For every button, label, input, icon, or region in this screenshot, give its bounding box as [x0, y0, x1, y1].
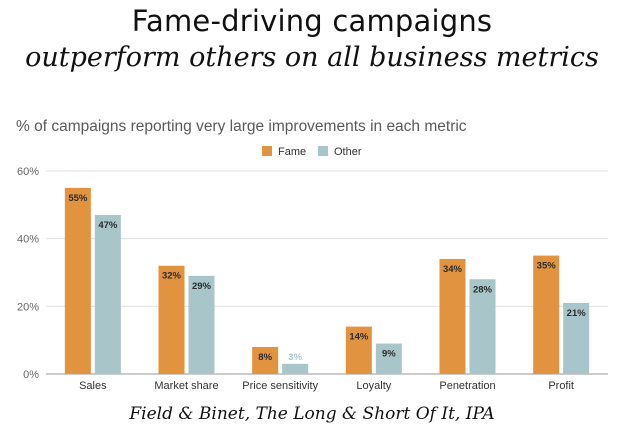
data-label: 8%: [258, 352, 272, 363]
y-axis: 0% 20% 40% 60%: [17, 166, 39, 381]
legend-label-fame: Fame: [278, 146, 306, 158]
chart-subtitle: % of campaigns reporting very large impr…: [16, 118, 467, 135]
bar-other: [375, 343, 402, 374]
legend: Fame Other: [262, 146, 362, 158]
bar-other: [282, 363, 309, 374]
data-label: 9%: [382, 349, 396, 360]
gridlines: [46, 170, 608, 375]
data-label: 28%: [473, 284, 493, 295]
x-tick-label: Profit: [548, 380, 574, 392]
legend-swatch-fame: [262, 146, 272, 156]
data-label: 14%: [349, 332, 369, 343]
x-tick-label: Sales: [79, 380, 107, 392]
data-label: 3%: [288, 352, 302, 363]
data-label: 47%: [98, 220, 118, 231]
y-tick-label: 0%: [23, 369, 39, 381]
bar-fame: [158, 265, 185, 374]
x-axis: Sales Market share Price sensitivity Loyalt…: [79, 380, 574, 392]
bar-fame: [533, 255, 560, 374]
data-label: 21%: [567, 308, 587, 319]
y-tick-label: 40%: [17, 234, 39, 246]
x-tick-label: Price sensitivity: [242, 380, 318, 392]
bar-other: [188, 275, 215, 374]
chart-title-line2: outperform others on all business metric…: [25, 42, 599, 73]
legend-label-other: Other: [334, 146, 362, 158]
x-tick-label: Loyalty: [356, 380, 391, 392]
chart-title-line1: Fame-driving campaigns: [131, 4, 493, 38]
data-label: 55%: [68, 193, 88, 204]
x-tick-label: Penetration: [439, 380, 495, 392]
bar-chart: 0% 20% 40% 60% 55% 47% 32% 29% 8% 3% 14% 9% 34% 28% 3…: [17, 146, 608, 392]
data-label: 32%: [162, 271, 182, 282]
bar-fame: [64, 187, 91, 374]
bars: 55% 47% 32% 29% 8% 3% 14% 9% 34% 28% 35% 21%: [64, 187, 590, 374]
y-tick-label: 20%: [17, 301, 39, 313]
legend-swatch-other: [318, 146, 328, 156]
x-tick-label: Market share: [154, 380, 218, 392]
bar-fame: [439, 258, 466, 374]
data-label: 29%: [192, 281, 212, 292]
bar-other: [563, 302, 590, 374]
data-label: 34%: [443, 264, 463, 275]
source-citation: Field & Binet, The Long & Short Of It, I…: [129, 404, 495, 424]
data-label: 35%: [537, 261, 557, 272]
bar-fame: [345, 326, 372, 374]
y-tick-label: 60%: [17, 166, 39, 178]
bar-fame: [252, 346, 279, 374]
bar-other: [94, 214, 121, 374]
bar-other: [469, 279, 496, 374]
